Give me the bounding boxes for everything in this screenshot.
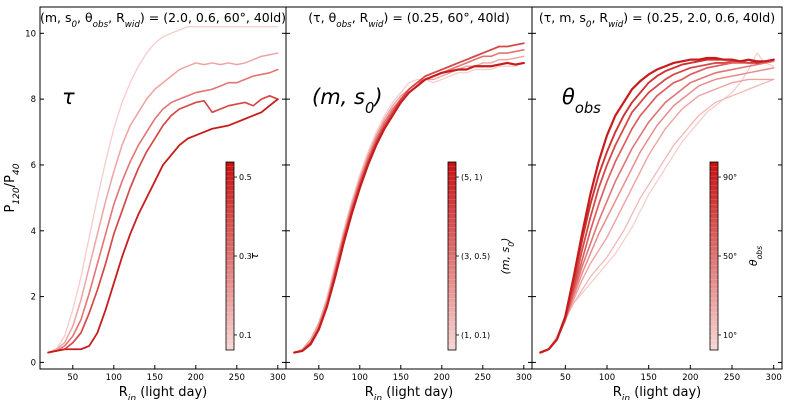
- x-axis-label: Rin (light day): [119, 385, 207, 400]
- colorbar-tick-label: (5, 1): [461, 173, 483, 182]
- y-axis-label: P120/P40: [3, 163, 22, 212]
- x-tick-label: 150: [147, 373, 163, 383]
- x-axis-label: Rin (light day): [365, 385, 453, 400]
- panel-title: (m, s0, θobs, Rwid) = (2.0, 0.6, 60°, 40…: [40, 10, 286, 30]
- panel-label: (m, s0): [312, 85, 383, 117]
- series-line-1: [47, 26, 279, 354]
- x-tick-label: 100: [599, 373, 615, 383]
- panel-title: (τ, m, s0, Rwid) = (0.25, 2.0, 0.6, 40ld…: [539, 10, 775, 30]
- x-tick-label: 100: [352, 373, 368, 383]
- x-tick-label: 250: [475, 373, 491, 383]
- x-tick-label: 50: [313, 373, 324, 383]
- series-line-6: [539, 58, 775, 354]
- colorbar-tick-label: 0.3: [239, 252, 252, 261]
- panel-2: 50 100 150 200 250 300 (τ, θobs, Rwid) = (0.25…: [285, 6, 533, 400]
- series-line-5: [293, 61, 525, 354]
- series-line-5: [539, 60, 775, 354]
- colorbar: (5, 1) (3, 0.5) (1, 0.1) (m, s0): [447, 161, 516, 351]
- series-line-5: [47, 98, 279, 354]
- x-tick-label: 100: [106, 373, 122, 383]
- x-tick-label: 200: [434, 373, 450, 383]
- colorbar-tick-label: (1, 0.1): [461, 331, 490, 340]
- panel-1: 50 100 150 200 250 300 0 2 4 6 8 10 (m, s0, θobs, Rw…: [3, 6, 287, 400]
- x-tick-label: 250: [229, 373, 245, 383]
- x-tick-label: 300: [270, 373, 286, 383]
- colorbar-tick-label: 0.1: [239, 331, 252, 340]
- colorbar-tick-label: (3, 0.5): [461, 252, 490, 261]
- plot-frame: [531, 6, 783, 370]
- y-tick-label: 10: [25, 29, 36, 39]
- colorbar: 0.5 0.3 0.1 τ: [225, 161, 261, 351]
- x-tick-label: 200: [682, 373, 698, 383]
- colorbar-tick-label: 90°: [723, 173, 737, 182]
- y-tick-label: 0: [31, 358, 36, 368]
- x-tick-label: 300: [516, 373, 532, 383]
- panel-label: θobs: [562, 85, 601, 117]
- series-line-1: [293, 62, 525, 354]
- x-axis-label: Rin (light day): [613, 385, 701, 400]
- series-line-4: [47, 95, 279, 354]
- panel-title: (τ, θobs, Rwid) = (0.25, 60°, 40ld): [308, 10, 510, 30]
- y-tick-label: 2: [31, 293, 36, 303]
- y-tick-label: 4: [31, 227, 36, 237]
- series-line-1: [539, 52, 775, 354]
- colorbar-tick-label: 10°: [723, 331, 737, 340]
- colorbar: 90° 50° 10° θobs: [709, 161, 764, 351]
- colorbar-label: τ: [248, 252, 261, 259]
- x-tick-label: 200: [188, 373, 204, 383]
- x-tick-label: 300: [766, 373, 782, 383]
- x-tick-label: 50: [67, 373, 78, 383]
- colorbar-tick-label: 0.5: [239, 173, 252, 182]
- y-tick-label: 8: [31, 95, 36, 105]
- x-tick-label: 250: [724, 373, 740, 383]
- panel-label: τ: [62, 85, 75, 109]
- series-line-3: [539, 78, 775, 354]
- series-line-3: [47, 68, 279, 354]
- y-tick-label: 6: [31, 161, 36, 171]
- series-line-2: [539, 78, 775, 354]
- series-line-9: [539, 56, 775, 354]
- panel-3: 50 100 150 200 250 300 (τ, m, s0, Rwid) = (0.2…: [531, 6, 783, 400]
- colorbar-label: (m, s0): [499, 238, 516, 275]
- x-tick-label: 150: [393, 373, 409, 383]
- series-line-2: [47, 52, 279, 354]
- colorbar-tick-label: 50°: [723, 252, 737, 261]
- series-line-4: [539, 67, 775, 354]
- x-tick-label: 50: [560, 373, 571, 383]
- x-tick-label: 150: [641, 373, 657, 383]
- colorbar-label: θobs: [747, 246, 764, 266]
